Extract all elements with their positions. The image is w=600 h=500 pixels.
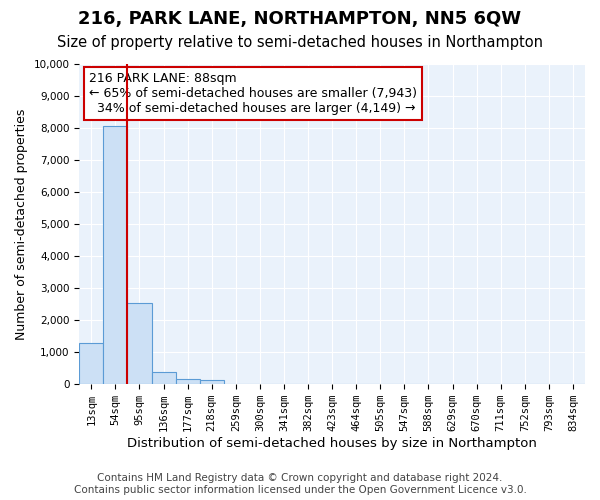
Bar (176, 379, 200, 384)
Text: Contains HM Land Registry data © Crown copyright and database right 2024.
Contai: Contains HM Land Registry data © Crown c… (74, 474, 526, 495)
Bar (200, 380, 224, 384)
Y-axis label: Number of semi-detached properties: Number of semi-detached properties (15, 108, 28, 340)
Bar (79, 342, 103, 384)
Text: 216, PARK LANE, NORTHAMPTON, NN5 6QW: 216, PARK LANE, NORTHAMPTON, NN5 6QW (79, 10, 521, 28)
Bar (127, 302, 152, 384)
Bar (152, 372, 176, 384)
Text: 216 PARK LANE: 88sqm
← 65% of semi-detached houses are smaller (7,943)
  34% of : 216 PARK LANE: 88sqm ← 65% of semi-detac… (89, 72, 418, 115)
X-axis label: Distribution of semi-detached houses by size in Northampton: Distribution of semi-detached houses by … (127, 437, 537, 450)
Bar (103, 126, 127, 384)
Text: Size of property relative to semi-detached houses in Northampton: Size of property relative to semi-detach… (57, 35, 543, 50)
